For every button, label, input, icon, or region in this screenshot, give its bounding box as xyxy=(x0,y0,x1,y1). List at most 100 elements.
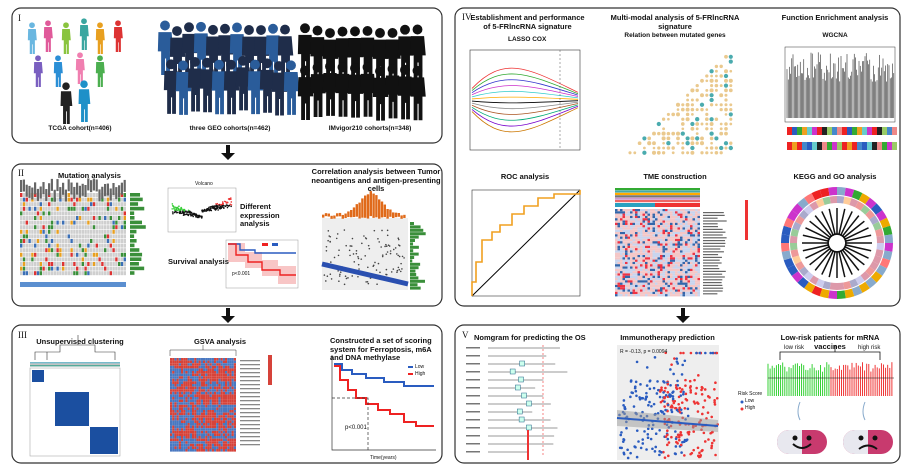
immuno-point xyxy=(650,405,653,408)
gsva-cell xyxy=(214,387,216,390)
mutation-cell xyxy=(73,262,75,266)
tme-cell xyxy=(690,216,693,218)
gsva-cell xyxy=(223,446,225,449)
tme-cell xyxy=(623,257,626,259)
tme-cell xyxy=(653,294,656,296)
tme-cell xyxy=(665,214,668,216)
gsva-cell xyxy=(203,363,205,366)
immuno-point xyxy=(647,404,650,407)
mutation-cell xyxy=(54,244,56,248)
gsva-cell xyxy=(214,446,216,449)
gsva-cell xyxy=(174,376,176,379)
corr-dot xyxy=(729,123,732,126)
tme-cell xyxy=(665,262,668,264)
corr-point xyxy=(365,237,367,239)
gsva-cell xyxy=(229,366,231,369)
mutation-cell xyxy=(45,221,47,225)
mutation-cell xyxy=(34,257,36,261)
gsva-cell xyxy=(227,433,229,436)
gsva-cell xyxy=(192,387,194,390)
mutation-cell xyxy=(121,216,123,220)
corr-point xyxy=(353,261,355,263)
corr-dot xyxy=(715,89,718,92)
volcano-point xyxy=(180,207,182,209)
tme-cell xyxy=(658,290,661,292)
tme-cell xyxy=(650,287,653,289)
tme-cell xyxy=(665,241,668,243)
tme-cell xyxy=(635,257,638,259)
tme-cell xyxy=(645,230,648,232)
tme-cell xyxy=(673,250,676,252)
corr-point xyxy=(358,264,360,266)
section-title: TME construction xyxy=(615,173,735,182)
corr-point xyxy=(330,273,332,275)
tme-cell xyxy=(638,216,641,218)
mutation-cell xyxy=(28,216,30,220)
mutation-cell xyxy=(121,230,123,234)
tme-cell xyxy=(698,292,701,294)
tme-cell xyxy=(655,218,658,220)
tme-cell xyxy=(695,211,698,213)
gsva-cell xyxy=(203,446,205,449)
tme-cell xyxy=(638,257,641,259)
immuno-point xyxy=(674,452,677,455)
tme-cell xyxy=(695,232,698,234)
immuno-point xyxy=(701,386,704,389)
mutation-cell xyxy=(70,239,72,243)
mutation-cell xyxy=(118,257,120,261)
tme-cell xyxy=(625,232,628,234)
gsva-cell xyxy=(234,449,236,452)
mutation-top-bar xyxy=(118,185,120,197)
gsva-cell xyxy=(232,433,234,436)
tme-cell xyxy=(678,209,681,211)
corr-point xyxy=(367,266,369,268)
gsva-cell xyxy=(181,418,183,421)
tme-cell xyxy=(653,241,656,243)
mutation-cell xyxy=(87,262,89,266)
corr-dot xyxy=(705,151,708,154)
gsva-cell xyxy=(207,418,209,421)
tme-cell xyxy=(630,269,633,271)
immuno-point xyxy=(704,399,707,402)
mutation-cell xyxy=(84,221,86,225)
tme-cell xyxy=(625,255,628,257)
immuno-point xyxy=(641,438,644,441)
immuno-point xyxy=(658,454,661,457)
tme-cell xyxy=(658,221,661,223)
immuno-point xyxy=(648,401,651,404)
gsva-cell xyxy=(227,436,229,439)
cluster-bar xyxy=(30,362,120,363)
tme-cell xyxy=(683,294,686,296)
gsva-cell xyxy=(212,368,214,371)
nomo-label xyxy=(466,347,480,349)
tme-cell xyxy=(670,223,673,225)
tme-cell xyxy=(628,294,631,296)
tme-cell xyxy=(675,216,678,218)
tme-cell xyxy=(668,290,671,292)
gsva-cell xyxy=(205,387,207,390)
tme-cell xyxy=(645,211,648,213)
gsva-cell xyxy=(185,376,187,379)
gsva-cell xyxy=(172,449,174,452)
mutation-cell xyxy=(34,244,36,248)
tme-cell xyxy=(628,264,631,266)
tme-cell xyxy=(665,211,668,213)
tme-cell xyxy=(698,294,701,296)
tme-label xyxy=(703,246,725,247)
corr-point xyxy=(353,253,355,255)
mutation-cell xyxy=(79,248,81,252)
gsva-cell xyxy=(203,428,205,431)
tme-label xyxy=(703,229,723,230)
tme-cell xyxy=(673,232,676,234)
tme-cell xyxy=(653,260,656,262)
tme-cell xyxy=(680,283,683,285)
mutation-cell xyxy=(84,211,86,215)
gsva-cell xyxy=(223,441,225,444)
mutation-cell xyxy=(48,257,50,261)
mutation-cell xyxy=(31,248,33,252)
gsva-cell xyxy=(232,400,234,403)
tme-cell xyxy=(640,267,643,269)
gsva-cell xyxy=(183,439,185,442)
mutation-cell xyxy=(87,267,89,271)
tme-cell xyxy=(688,280,691,282)
